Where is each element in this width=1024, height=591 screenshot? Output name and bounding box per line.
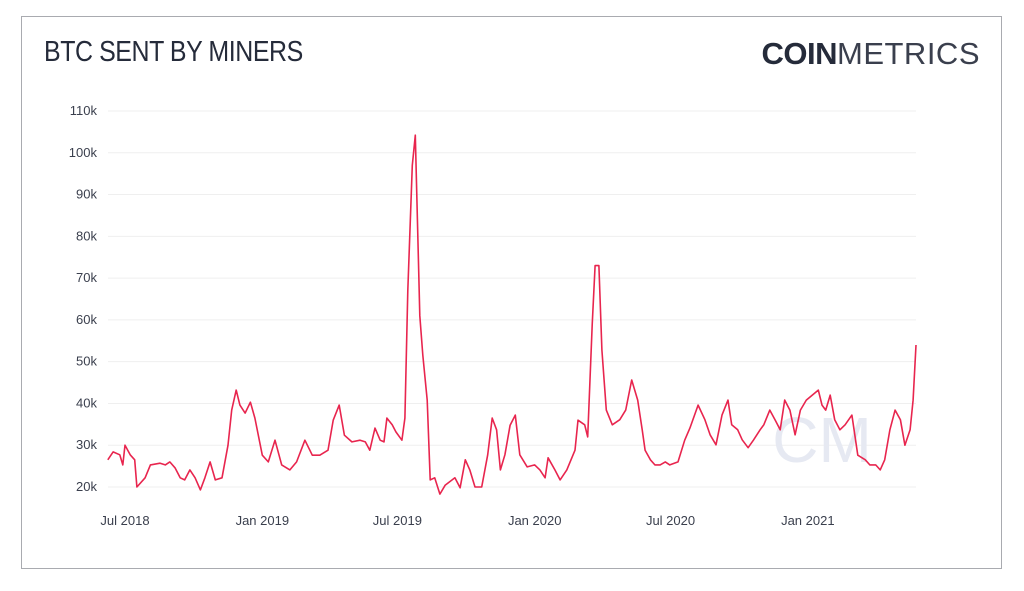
y-tick-label: 50k (76, 354, 97, 369)
x-tick-label: Jan 2019 (236, 513, 290, 528)
watermark: CM (772, 404, 872, 476)
logo-light: METRICS (837, 36, 980, 71)
y-tick-label: 40k (76, 395, 97, 410)
y-tick-label: 30k (76, 437, 97, 452)
x-tick-label: Jul 2019 (373, 513, 422, 528)
y-tick-label: 70k (76, 270, 97, 285)
y-tick-label: 60k (76, 312, 97, 327)
chart-frame (21, 16, 1002, 569)
x-tick-label: Jul 2020 (646, 513, 695, 528)
chart-title: BTC SENT BY MINERS (44, 36, 303, 68)
y-tick-label: 110k (70, 103, 98, 118)
logo-bold: COIN (761, 36, 838, 71)
y-tick-label: 80k (76, 228, 97, 243)
x-tick-label: Jan 2020 (508, 513, 562, 528)
y-tick-label: 100k (69, 145, 98, 160)
y-tick-label: 20k (76, 479, 97, 494)
x-tick-label: Jan 2021 (781, 513, 835, 528)
series-line (107, 134, 917, 495)
y-tick-label: 90k (76, 187, 97, 202)
x-tick-label: Jul 2018 (100, 513, 149, 528)
coinmetrics-logo: COINMETRICS (762, 36, 981, 72)
